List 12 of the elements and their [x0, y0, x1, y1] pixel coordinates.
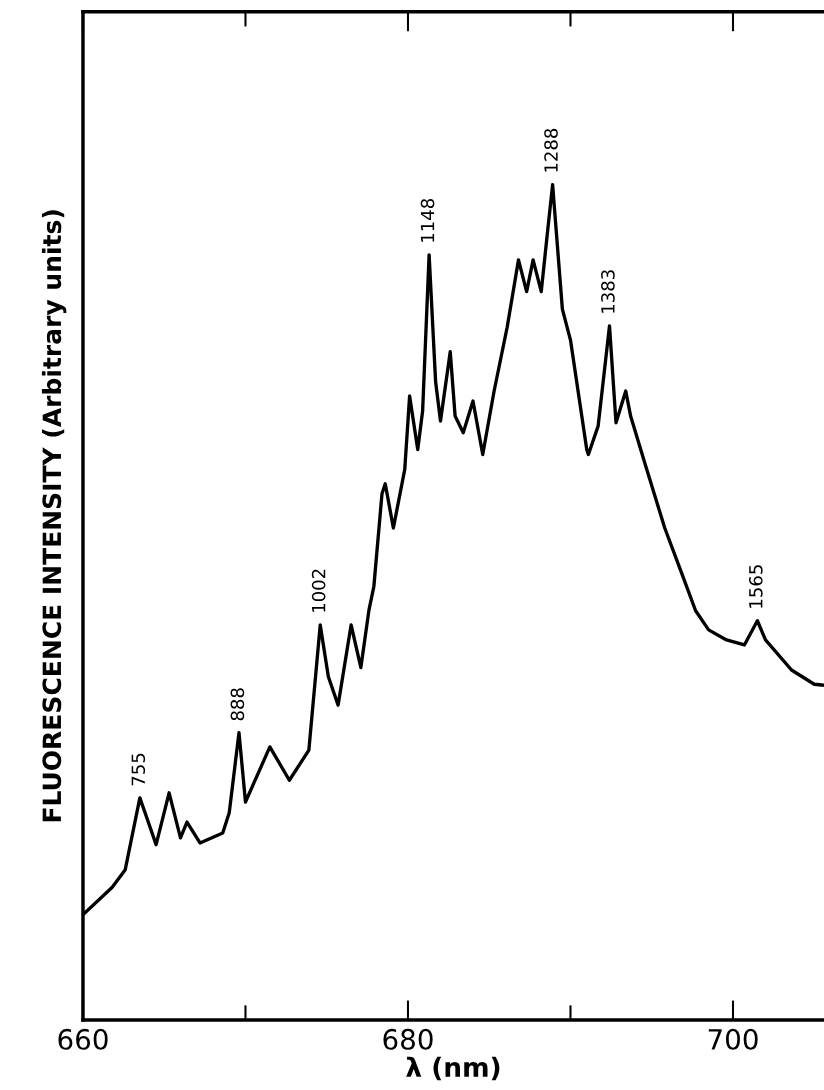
- annotation: 1565: [748, 565, 763, 608]
- annotation: 1002: [311, 569, 326, 612]
- annotation: 1383: [601, 270, 615, 313]
- annotation: 888: [230, 688, 245, 721]
- x-tick-label: 660: [58, 1028, 108, 1050]
- x-tick-label: 680: [383, 1028, 433, 1050]
- annotation: 1288: [544, 128, 558, 172]
- annotation: 755: [131, 753, 146, 786]
- annotation: 1148: [420, 199, 435, 242]
- y-axis-title: FLUORESCENCE INTENSITY (Arbitrary units): [41, 210, 67, 822]
- x-tick-label: 700: [708, 1028, 758, 1050]
- x-axis-title: λ (nm): [406, 1056, 500, 1081]
